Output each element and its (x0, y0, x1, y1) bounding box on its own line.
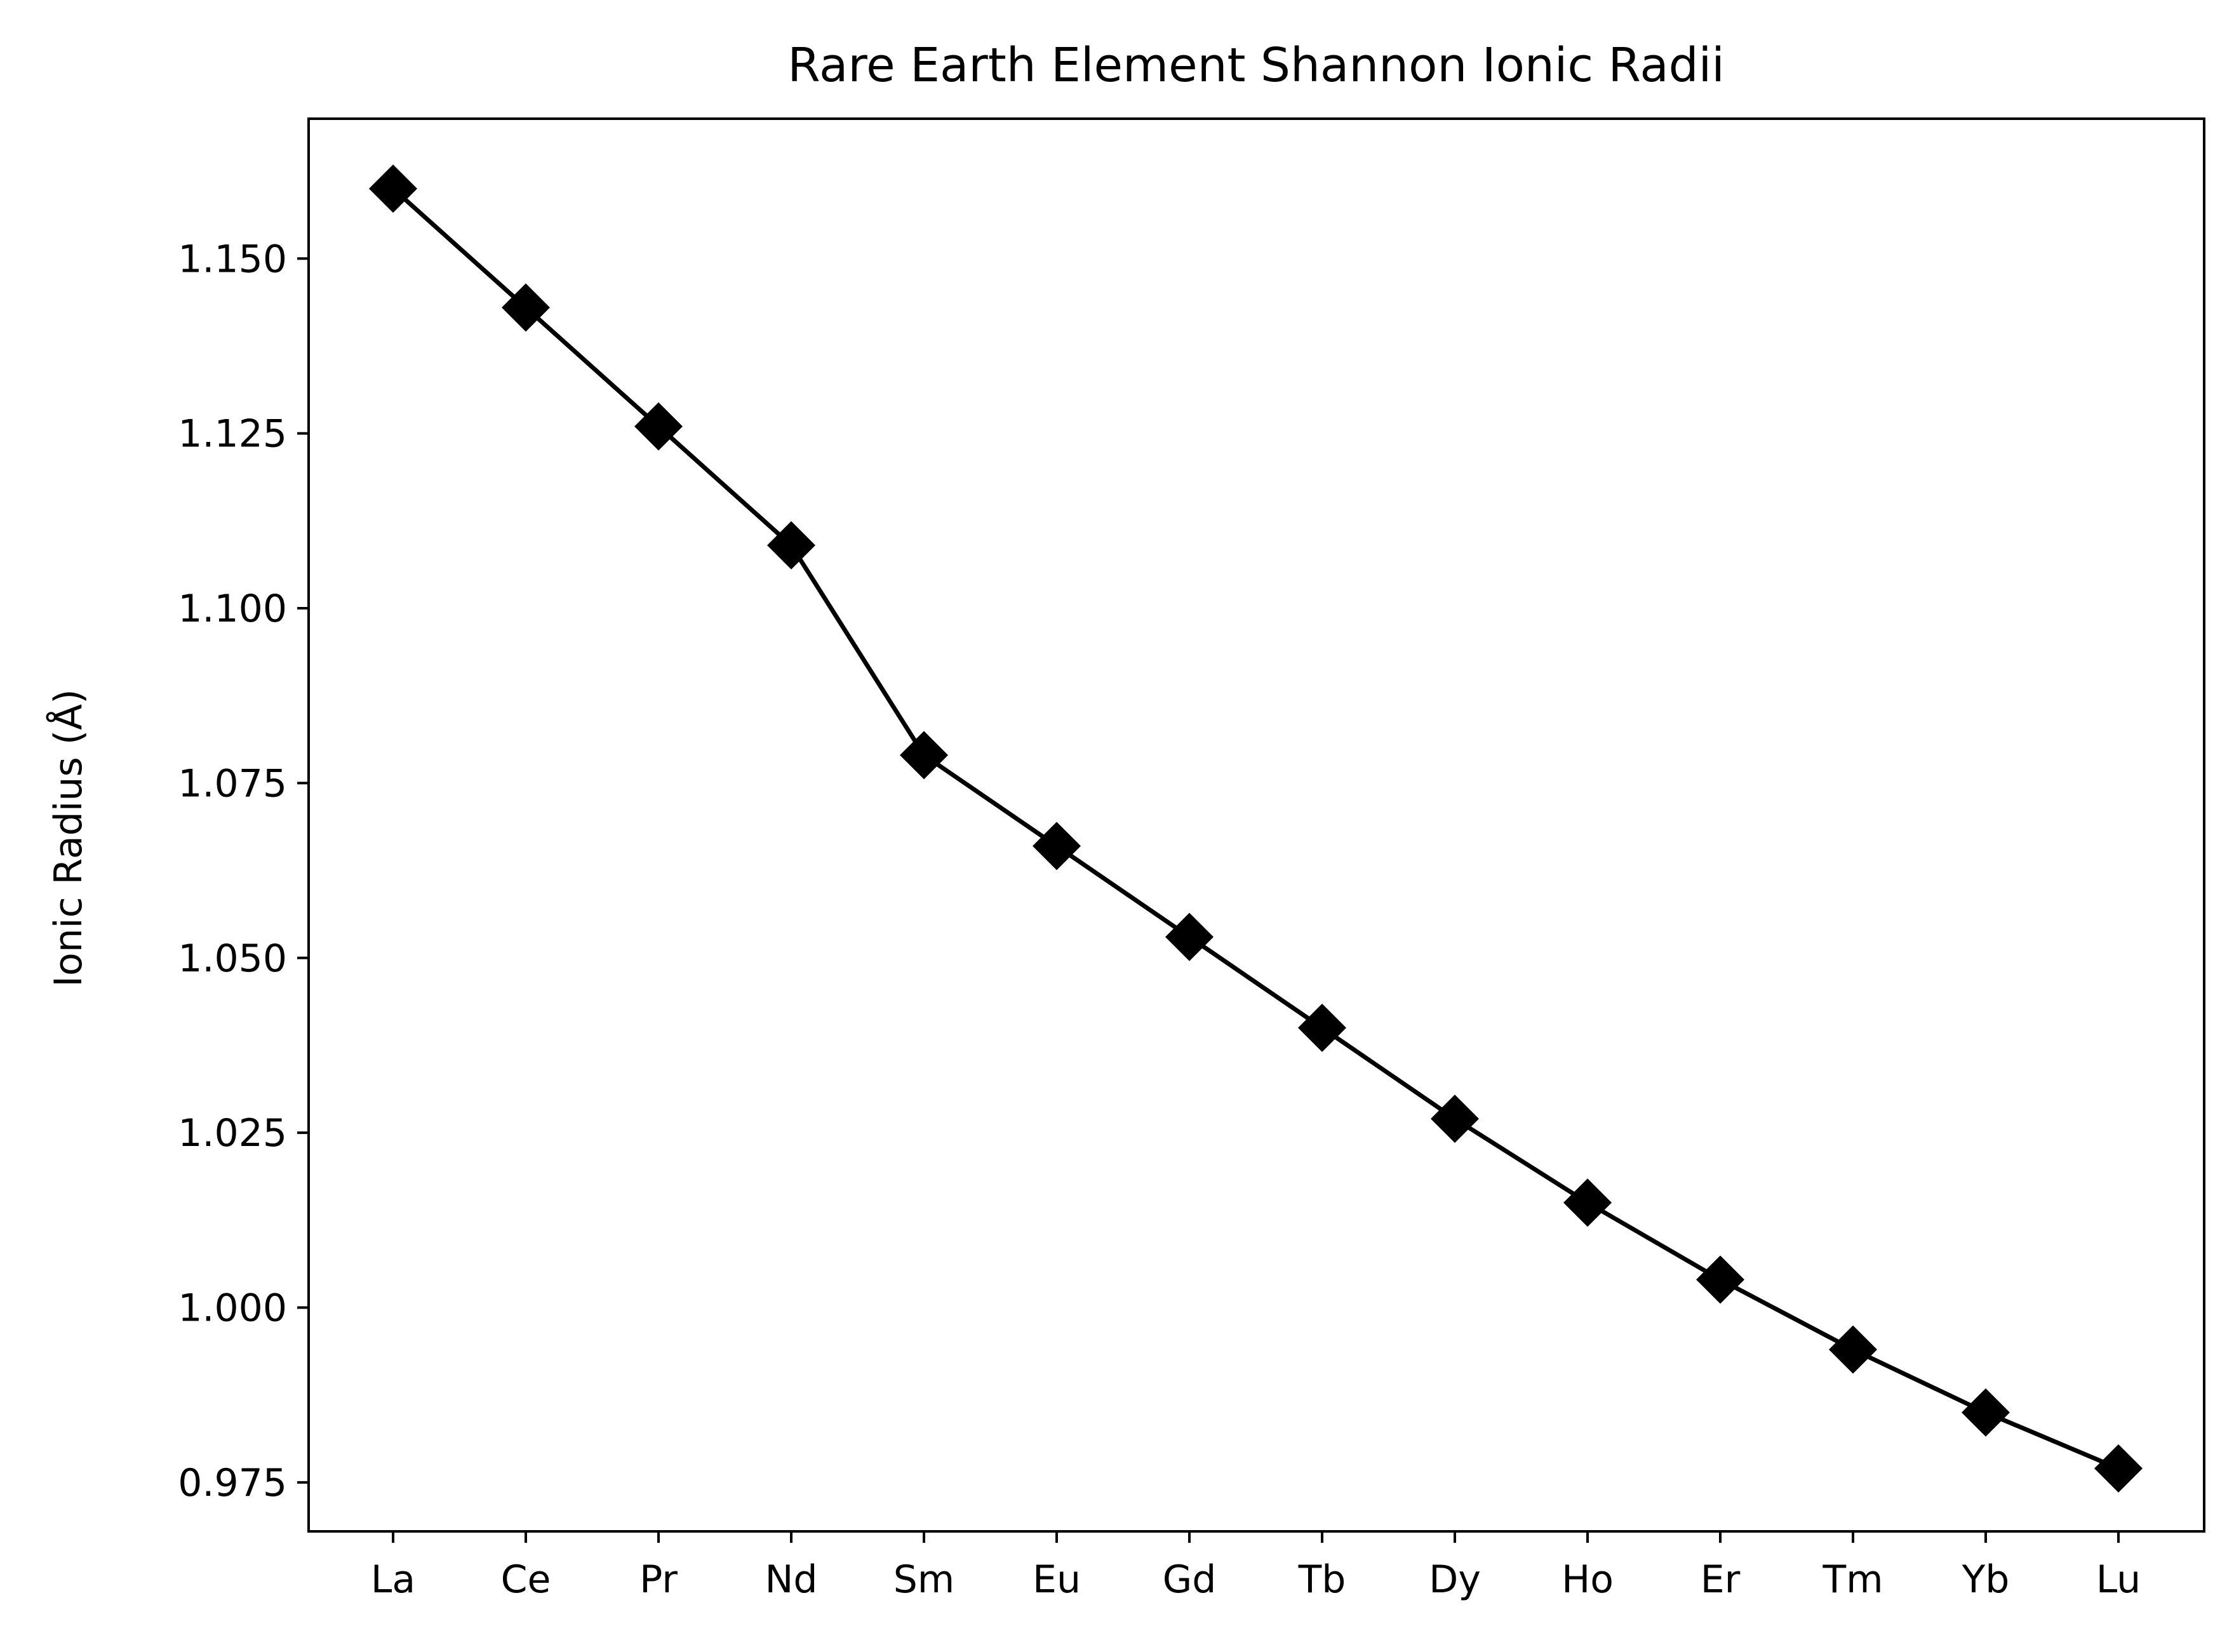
x-tick-label: Tm (1822, 1557, 1883, 1602)
y-tick-label: 1.100 (178, 587, 287, 631)
y-tick-label: 1.000 (178, 1286, 287, 1331)
y-tick-label: 1.075 (178, 761, 287, 806)
x-tick-label: Ce (501, 1557, 551, 1602)
x-tick-label: Er (1701, 1557, 1741, 1602)
data-point-lu (2094, 1444, 2143, 1493)
plot-area-frame (307, 117, 2205, 1533)
x-tick-label: Gd (1163, 1557, 1217, 1602)
x-tick-label: Lu (2096, 1557, 2141, 1602)
data-point-tb (1298, 1003, 1346, 1052)
data-point-yb (1962, 1388, 2010, 1437)
y-axis-label: Ionic Radius (Å) (46, 689, 91, 987)
data-point-sm (900, 731, 948, 780)
y-tick-label: 1.050 (178, 936, 287, 981)
x-tick-label: La (371, 1557, 415, 1602)
y-tick-label: 0.975 (178, 1461, 287, 1505)
x-tick-label: Sm (893, 1557, 955, 1602)
x-tick-label: Ho (1562, 1557, 1614, 1602)
y-tick-label: 1.150 (178, 237, 287, 281)
x-tick-label: Nd (765, 1557, 818, 1602)
x-tick-label: Pr (639, 1557, 678, 1602)
data-point-ce (502, 283, 550, 332)
y-tick-label: 1.125 (178, 412, 287, 456)
data-point-pr (634, 402, 683, 451)
data-point-ho (1563, 1178, 1612, 1227)
data-point-er (1696, 1255, 1744, 1304)
y-axis-ticks: 0.975 1.000 1.025 1.050 1.075 1.100 1.125 1.150 (178, 237, 309, 1505)
chart-title: Rare Earth Element Shannon Ionic Radii (787, 38, 1725, 93)
y-tick-label: 1.025 (178, 1111, 287, 1156)
data-point-nd (767, 521, 815, 570)
series-line (391, 187, 2120, 1471)
data-point-eu (1033, 822, 1081, 870)
x-tick-label: Eu (1033, 1557, 1081, 1602)
x-tick-label: Yb (1962, 1557, 2010, 1602)
data-point-dy (1431, 1095, 1479, 1143)
x-tick-label: Dy (1429, 1557, 1481, 1602)
series-layer (369, 164, 2143, 1493)
x-tick-label: Tb (1298, 1557, 1346, 1602)
data-point-gd (1165, 912, 1214, 961)
data-point-tm (1829, 1325, 1877, 1374)
x-axis-ticks: La Ce Pr Nd Sm Eu Gd Tb Dy Ho Er Tm Yb Lu (371, 1531, 2141, 1602)
data-point-la (369, 164, 417, 213)
